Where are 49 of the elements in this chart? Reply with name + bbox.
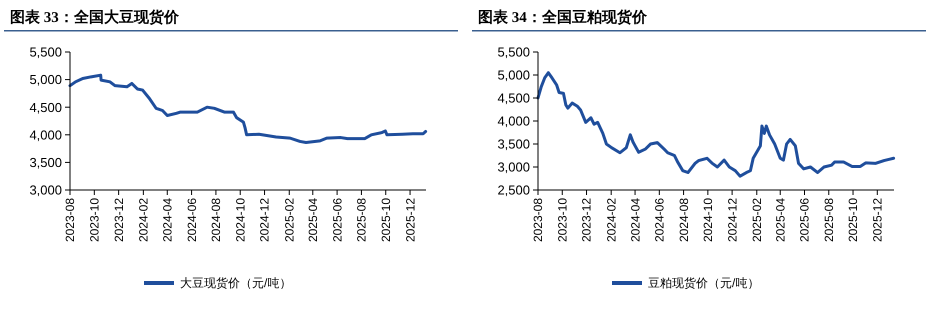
y-tick-label: 2,500 bbox=[497, 182, 530, 198]
x-tick-label: 2024-10 bbox=[701, 198, 716, 242]
x-tick-label: 2023-08 bbox=[531, 198, 546, 242]
x-tick-label: 2024-10 bbox=[233, 198, 248, 242]
x-tick-label: 2025-02 bbox=[750, 198, 764, 242]
x-tick-label: 2025-04 bbox=[306, 198, 320, 242]
y-tick-label: 3,500 bbox=[29, 154, 62, 170]
y-tick-label: 3,000 bbox=[497, 160, 530, 175]
x-tick-label: 2025-04 bbox=[773, 198, 788, 242]
y-tick-label: 4,000 bbox=[29, 127, 62, 142]
y-tick-label: 5,500 bbox=[29, 44, 62, 60]
y-tick-label: 4,500 bbox=[29, 100, 62, 115]
x-tick-label: 2023-08 bbox=[63, 198, 78, 242]
x-tick-label: 2024-08 bbox=[676, 198, 691, 242]
y-tick-label: 5,000 bbox=[29, 72, 62, 88]
y-tick-label: 3,000 bbox=[29, 182, 62, 198]
x-tick-label: 2025-06 bbox=[330, 198, 344, 242]
x-tick-label: 2024-04 bbox=[628, 198, 642, 242]
x-tick-label: 2024-12 bbox=[725, 198, 740, 242]
y-tick-label: 4,000 bbox=[497, 114, 530, 129]
x-tick-label: 2025-02 bbox=[282, 198, 296, 242]
x-tick-label: 2024-04 bbox=[160, 198, 174, 242]
x-tick-label: 2023-10 bbox=[88, 198, 102, 242]
x-tick-label: 2025-08 bbox=[354, 198, 369, 242]
y-tick-label: 5,000 bbox=[497, 68, 530, 83]
chart-title: 图表 33：全国大豆现货价 bbox=[10, 9, 180, 26]
line-series bbox=[68, 74, 428, 144]
x-tick-label: 2025-12 bbox=[403, 198, 418, 242]
x-tick-label: 2024-06 bbox=[184, 198, 199, 242]
x-tick-label: 2023-12 bbox=[580, 198, 594, 242]
line-series bbox=[536, 71, 896, 178]
x-tick-label: 2024-02 bbox=[604, 198, 618, 242]
x-tick-label: 2025-10 bbox=[378, 198, 393, 242]
x-tick-label: 2023-12 bbox=[112, 198, 126, 242]
legend-label: 豆粕现货价（元/吨） bbox=[648, 276, 760, 290]
x-tick-label: 2024-02 bbox=[136, 198, 151, 242]
x-tick-label: 2024-12 bbox=[258, 198, 272, 242]
y-tick-label: 3,500 bbox=[497, 136, 530, 152]
y-tick-label: 5,500 bbox=[497, 44, 530, 60]
y-tick-label: 4,500 bbox=[497, 90, 530, 106]
x-tick-label: 2025-06 bbox=[798, 198, 812, 242]
x-tick-label: 2025-10 bbox=[846, 198, 860, 242]
x-tick-label: 2025-08 bbox=[822, 198, 836, 242]
x-tick-label: 2025-12 bbox=[870, 198, 884, 242]
x-tick-label: 2023-10 bbox=[555, 198, 570, 242]
x-tick-label: 2024-06 bbox=[652, 198, 667, 242]
x-tick-label: 2024-08 bbox=[209, 198, 224, 242]
legend-label: 大豆现货价（元/吨） bbox=[180, 276, 292, 290]
chart-title: 图表 34：全国豆粕现货价 bbox=[478, 9, 648, 26]
